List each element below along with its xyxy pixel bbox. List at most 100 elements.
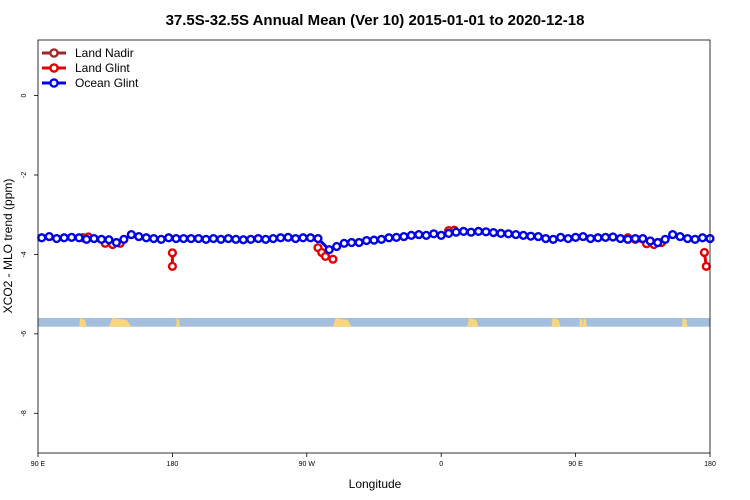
y-axis: 0 -2 -4 -6 -8 <box>21 94 38 416</box>
point-2-5 <box>74 233 84 243</box>
x-axis: 90 E 180 90 W 0 90 E 180 <box>31 453 716 468</box>
point-2-83 <box>660 234 670 244</box>
point-2-80 <box>638 233 648 244</box>
point-2-86 <box>682 233 693 244</box>
y-tick-label-4: -8 <box>21 410 28 416</box>
point-2-52 <box>429 229 439 239</box>
point-2-70 <box>563 233 573 244</box>
point-2-22 <box>201 234 211 244</box>
land-patch-7 <box>583 317 587 327</box>
point-1-10 <box>328 254 338 264</box>
point-2-4 <box>66 232 77 242</box>
land-patch-2 <box>176 317 180 327</box>
point-1-9 <box>320 251 331 262</box>
x-tick-label-3: 0 <box>439 461 443 468</box>
x-axis-label: Longitude <box>349 477 402 491</box>
point-2-76 <box>608 232 618 242</box>
point-1-6 <box>167 261 178 271</box>
point-2-31 <box>268 233 278 244</box>
y-axis-label: XCO2 - MLO trend (ppm) <box>1 179 15 314</box>
point-2-35 <box>298 233 308 243</box>
land-patch-8 <box>682 317 688 327</box>
point-2-88 <box>697 233 708 243</box>
x-tick-label-1: 180 <box>167 461 179 468</box>
point-2-47 <box>391 232 402 242</box>
point-2-6 <box>81 234 92 244</box>
point-2-9 <box>104 235 114 245</box>
point-2-77 <box>615 233 626 244</box>
y-tick-label-0: 0 <box>21 94 28 98</box>
point-2-27 <box>238 235 248 245</box>
land-ocean-band <box>38 317 710 327</box>
legend-label-1: Land Glint <box>75 61 130 75</box>
legend-marker-2 <box>49 78 59 88</box>
point-2-39 <box>332 241 342 252</box>
point-2-50 <box>414 229 424 240</box>
point-2-74 <box>593 233 603 243</box>
point-2-56 <box>459 226 469 237</box>
point-2-3 <box>59 233 69 243</box>
x-tick-label-0: 90 E <box>31 461 46 468</box>
point-2-24 <box>216 234 226 244</box>
y-tick-label-1: -2 <box>21 172 28 178</box>
point-2-13 <box>134 231 144 242</box>
point-2-64 <box>518 230 528 240</box>
point-2-68 <box>548 234 558 244</box>
point-1-18 <box>699 247 710 258</box>
point-2-75 <box>600 232 611 242</box>
point-2-18 <box>171 233 181 244</box>
point-2-25 <box>223 233 234 244</box>
point-1-19 <box>701 261 711 271</box>
point-2-8 <box>96 234 107 244</box>
point-2-82 <box>653 237 663 248</box>
point-2-34 <box>291 233 301 244</box>
point-2-53 <box>436 230 446 240</box>
point-2-81 <box>645 236 655 246</box>
point-2-65 <box>526 231 536 241</box>
y-tick-label-3: -6 <box>21 331 28 337</box>
point-2-0 <box>37 233 47 243</box>
point-2-51 <box>421 230 431 240</box>
legend-marker-1 <box>49 63 59 73</box>
legend-label-0: Land Nadir <box>75 46 134 60</box>
point-2-72 <box>578 231 588 242</box>
point-2-38 <box>324 245 334 255</box>
point-2-87 <box>690 234 700 244</box>
point-2-26 <box>231 234 241 244</box>
point-2-62 <box>503 229 514 239</box>
point-2-1 <box>44 231 54 242</box>
point-2-57 <box>466 227 476 237</box>
point-2-49 <box>406 230 416 240</box>
point-2-19 <box>179 233 189 244</box>
y-tick-label-2: -4 <box>21 251 28 257</box>
point-2-46 <box>384 233 394 243</box>
point-2-2 <box>52 233 62 244</box>
point-2-23 <box>208 233 219 244</box>
point-2-48 <box>399 231 409 242</box>
land-patch-1 <box>108 317 132 327</box>
point-2-79 <box>630 233 640 244</box>
ocean-strip <box>38 317 710 327</box>
point-2-60 <box>488 228 499 238</box>
point-2-10 <box>111 237 122 248</box>
land-patch-4 <box>467 317 479 327</box>
x-tick-label-4: 90 E <box>568 461 583 468</box>
point-1-5 <box>167 248 178 258</box>
land-patch-0 <box>79 317 87 327</box>
point-2-44 <box>369 235 379 245</box>
point-2-45 <box>376 234 387 244</box>
point-2-58 <box>473 226 484 237</box>
point-2-42 <box>354 237 364 248</box>
land-patch-3 <box>332 317 352 327</box>
land-patch-5 <box>551 317 561 327</box>
point-2-14 <box>141 233 151 243</box>
chart-title: 37.5S-32.5S Annual Mean (Ver 10) 2015-01… <box>166 12 585 29</box>
point-2-7 <box>89 233 99 244</box>
series-2 <box>37 226 715 255</box>
point-2-40 <box>339 238 349 248</box>
point-2-33 <box>283 232 293 242</box>
point-2-28 <box>246 234 256 244</box>
point-2-41 <box>347 237 357 248</box>
point-2-67 <box>541 233 551 244</box>
